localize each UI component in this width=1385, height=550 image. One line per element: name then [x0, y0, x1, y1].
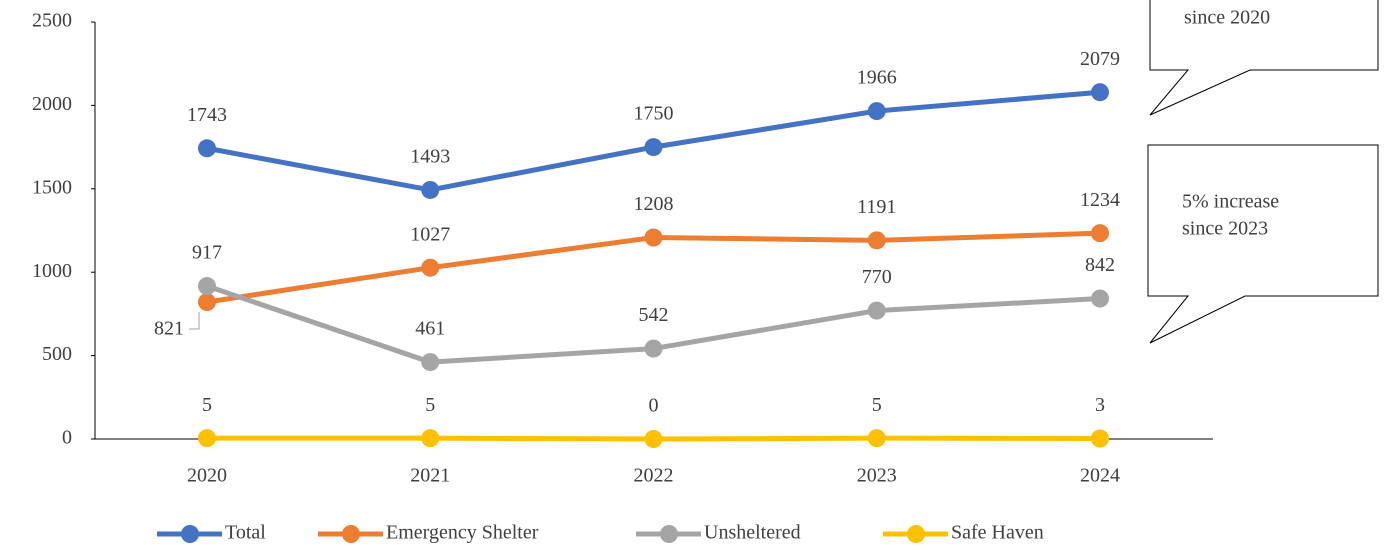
data-point	[421, 180, 440, 199]
callout-text: 5% increase	[1182, 191, 1279, 213]
data-label: 1966	[857, 67, 897, 89]
data-point	[644, 138, 663, 157]
data-label: 1743	[187, 104, 227, 126]
data-label: 542	[639, 304, 669, 326]
data-point	[421, 429, 440, 448]
callout-text: since 2020	[1184, 7, 1270, 29]
data-label: 2079	[1080, 48, 1120, 70]
callout	[1149, 0, 1379, 116]
legend-label: Safe Haven	[951, 522, 1044, 544]
data-point	[198, 293, 216, 312]
x-tick-label: 2023	[857, 465, 897, 487]
data-point	[644, 228, 663, 247]
data-point	[198, 429, 216, 448]
data-label: 1208	[634, 193, 674, 215]
legend-label: Emergency Shelter	[386, 522, 539, 544]
y-tick-label: 500	[42, 343, 72, 365]
data-label: 1191	[857, 196, 896, 218]
data-label: 917	[192, 242, 222, 264]
data-point	[867, 231, 886, 250]
data-label: 842	[1085, 254, 1115, 276]
data-point	[421, 353, 440, 372]
data-label: 1234	[1080, 189, 1120, 211]
data-point	[198, 139, 216, 158]
y-tick-label: 1500	[32, 176, 72, 198]
data-label: 5	[202, 394, 212, 416]
data-label: 1493	[410, 146, 450, 168]
x-tick-label: 2022	[634, 465, 674, 487]
data-point	[1091, 429, 1109, 448]
data-point	[867, 102, 886, 121]
legend-label: Total	[225, 522, 266, 544]
legend-marker	[660, 525, 678, 543]
legend-marker	[181, 525, 199, 543]
y-tick-label: 0	[62, 427, 72, 449]
data-point	[644, 430, 663, 448]
data-label: 461	[415, 318, 445, 340]
legend-label: Unsheltered	[704, 522, 801, 544]
data-label: 1750	[634, 103, 674, 125]
data-point	[198, 277, 216, 296]
y-tick-label: 2500	[32, 10, 72, 32]
legend-marker	[907, 525, 925, 543]
x-tick-label: 2021	[410, 465, 450, 487]
legend-marker	[342, 525, 360, 543]
callout	[1147, 144, 1379, 344]
callout-text: since 2023	[1182, 218, 1268, 240]
x-tick-label: 2020	[187, 465, 227, 487]
x-tick-label: 2024	[1080, 465, 1120, 487]
data-label: 1027	[410, 223, 450, 245]
data-point	[644, 339, 663, 358]
data-label: 5	[425, 394, 435, 416]
data-point	[867, 301, 886, 320]
data-point	[1091, 83, 1109, 102]
data-point	[421, 258, 440, 277]
data-point	[1091, 289, 1109, 308]
data-label: 3	[1095, 394, 1105, 416]
data-label: 5	[872, 394, 882, 416]
y-tick-label: 1000	[32, 260, 72, 282]
leader-line	[189, 312, 200, 330]
y-tick-label: 2000	[32, 93, 72, 115]
data-label: 821	[154, 318, 184, 340]
data-label: 770	[862, 266, 892, 288]
data-label: 0	[649, 395, 659, 417]
data-point	[867, 429, 886, 448]
data-point	[1091, 224, 1109, 243]
